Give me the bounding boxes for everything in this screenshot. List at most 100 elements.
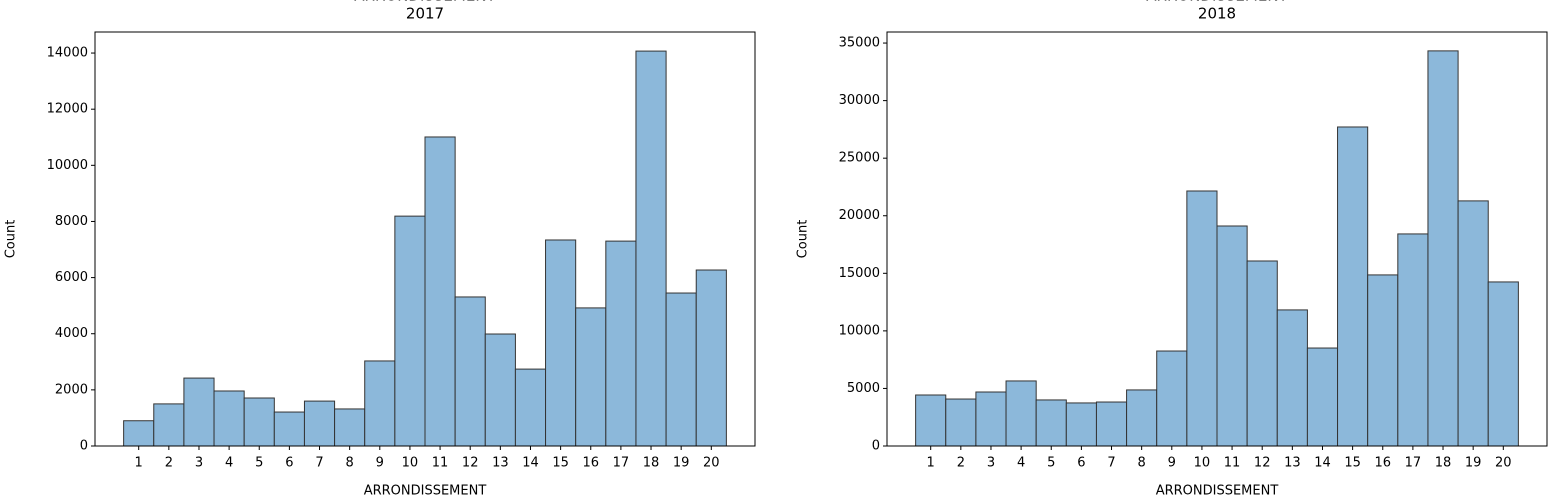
x-tick-label: 5 — [1047, 456, 1055, 471]
bar — [1427, 50, 1459, 447]
bar — [1487, 281, 1519, 447]
chart-title: ARRONDISSEMENT — [1146, 0, 1288, 5]
y-tick-label: 10000 — [47, 158, 88, 173]
bar — [364, 360, 396, 447]
bar — [915, 394, 947, 447]
x-tick-label: 7 — [315, 456, 323, 471]
y-tick-label: 8000 — [55, 214, 88, 229]
x-tick-label: 5 — [255, 456, 263, 471]
y-tick-label: 4000 — [55, 326, 88, 341]
y-tick-label: 6000 — [55, 270, 88, 285]
x-tick-label: 10 — [402, 456, 419, 471]
chart-subtitle: 2018 — [1198, 5, 1236, 23]
chart-title: ARRONDISSEMENT — [354, 0, 496, 5]
x-tick-label: 20 — [1495, 456, 1512, 471]
x-tick-label: 3 — [195, 456, 203, 471]
bar — [635, 50, 667, 447]
x-tick-label: 15 — [1344, 456, 1361, 471]
bar — [183, 377, 215, 447]
bar — [273, 411, 305, 447]
x-tick-label: 20 — [703, 456, 720, 471]
y-tick-label: 20000 — [839, 208, 880, 223]
bar — [514, 368, 547, 447]
bar — [1156, 350, 1188, 447]
bar — [1367, 274, 1399, 447]
bar — [1126, 389, 1158, 447]
x-tick-label: 2 — [165, 456, 173, 471]
y-tick-label: 0 — [80, 439, 88, 454]
x-tick-label: 12 — [462, 456, 479, 471]
bar — [1065, 402, 1097, 447]
y-tick-label: 14000 — [47, 46, 88, 61]
x-tick-label: 8 — [1138, 456, 1146, 471]
bar — [243, 397, 275, 447]
x-tick-label: 10 — [1194, 456, 1211, 471]
bar — [575, 307, 607, 447]
x-tick-label: 11 — [432, 456, 449, 471]
bar — [665, 292, 697, 447]
y-tick-label: 35000 — [839, 36, 880, 51]
y-tick-label: 15000 — [839, 266, 880, 281]
bar — [1005, 380, 1037, 447]
bar — [1095, 401, 1128, 447]
x-tick-label: 1 — [135, 456, 143, 471]
x-tick-label: 13 — [1284, 456, 1301, 471]
bar — [945, 398, 977, 447]
y-tick-label: 30000 — [839, 93, 880, 108]
x-tick-label: 3 — [987, 456, 995, 471]
bar — [153, 403, 185, 447]
x-tick-label: 18 — [643, 456, 660, 471]
y-tick-label: 10000 — [839, 323, 880, 338]
x-tick-label: 14 — [1314, 456, 1331, 471]
y-tick-label: 2000 — [55, 382, 88, 397]
bar — [605, 240, 637, 447]
bar — [1035, 399, 1067, 447]
plot-frame — [886, 31, 1548, 447]
chart-subtitle: 2017 — [406, 5, 444, 23]
bar — [1216, 225, 1248, 447]
bar — [454, 296, 486, 447]
x-tick-label: 2 — [957, 456, 965, 471]
x-tick-label: 4 — [225, 456, 233, 471]
x-tick-label: 6 — [285, 456, 293, 471]
y-tick-label: 5000 — [847, 381, 880, 396]
x-tick-label: 1 — [927, 456, 935, 471]
y-axis-label: Count — [4, 220, 19, 259]
y-tick-label: 25000 — [839, 151, 880, 166]
x-tick-label: 15 — [552, 456, 569, 471]
plot-frame — [94, 31, 756, 447]
bar — [334, 408, 366, 447]
x-tick-label: 6 — [1077, 456, 1085, 471]
x-tick-label: 17 — [1405, 456, 1422, 471]
bar — [394, 215, 426, 447]
x-tick-label: 19 — [673, 456, 690, 471]
bar — [1457, 200, 1489, 447]
bar — [545, 239, 577, 447]
bar — [484, 333, 516, 447]
y-tick-label: 0 — [872, 439, 880, 454]
bar — [1337, 126, 1369, 447]
bar — [303, 400, 336, 447]
x-tick-label: 16 — [1374, 456, 1391, 471]
x-tick-label: 4 — [1017, 456, 1025, 471]
bar — [975, 391, 1007, 447]
x-axis-label: ARRONDISSEMENT — [1156, 484, 1279, 498]
bar — [1397, 233, 1429, 447]
x-tick-label: 14 — [522, 456, 539, 471]
bar — [1276, 309, 1308, 447]
x-tick-label: 11 — [1224, 456, 1241, 471]
y-axis-label: Count — [796, 220, 811, 259]
x-tick-label: 18 — [1435, 456, 1452, 471]
x-tick-label: 13 — [492, 456, 509, 471]
x-axis-label: ARRONDISSEMENT — [364, 484, 487, 498]
x-tick-label: 12 — [1254, 456, 1271, 471]
bar — [1186, 190, 1218, 447]
bar — [1246, 260, 1278, 447]
x-tick-label: 19 — [1465, 456, 1482, 471]
x-tick-label: 16 — [582, 456, 599, 471]
bar — [123, 420, 155, 447]
bar — [695, 269, 727, 447]
bar — [1306, 347, 1339, 447]
x-tick-label: 8 — [346, 456, 354, 471]
